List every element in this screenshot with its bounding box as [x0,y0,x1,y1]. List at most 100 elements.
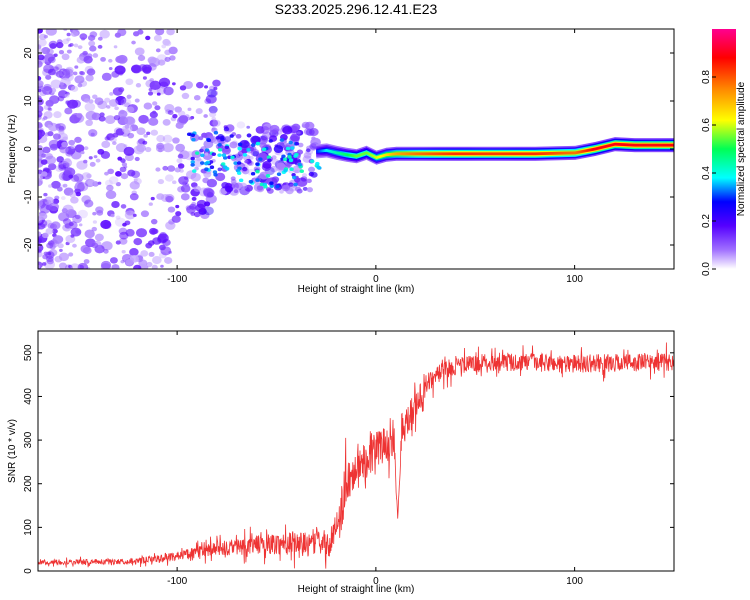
colorbar: 0.0 0.2 0.4 0.6 0.8 Normalized spectral ampl… [701,29,747,276]
noise-blob [126,94,132,99]
ridge-cell [551,151,553,155]
noise-blob [81,195,91,204]
noise-blob [127,132,135,139]
noise-blob [82,50,88,56]
noise-blob [100,151,111,159]
noise-blob [308,166,316,173]
noise-blob [68,252,74,257]
noise-blob [157,178,165,185]
ridge-cell [360,153,363,156]
noise-blob [75,229,80,234]
ridge-cell [449,152,451,156]
ridge-cell [544,152,547,155]
noise-blob [59,248,63,252]
noise-blob [271,176,280,183]
ridge-cell [354,154,356,158]
ridge-cell [652,143,654,147]
ridge-cell [351,154,353,157]
noise-blob [175,204,180,209]
noise-blob [209,119,219,127]
ridge-cell [657,143,659,147]
noise-blob [209,111,217,118]
ridge-cell [523,152,526,156]
noise-blob [143,133,148,138]
noise-blob [64,223,70,229]
noise-blob [104,97,111,103]
bright-blob [269,181,274,185]
noise-blob [74,75,85,84]
noise-blob [175,211,182,217]
ridge-cell [484,152,486,156]
noise-blob [294,186,302,192]
ridge-cell [594,147,596,151]
ridge-cell [356,154,359,158]
ridge-cell [494,152,496,156]
ridge-cell [560,151,562,155]
noise-blob [87,179,96,186]
noise-blob [98,115,106,122]
snr-x-tick-label: 100 [566,576,583,587]
ridge-cell [370,153,373,157]
spectrogram-y-tick-label: -20 [23,237,34,252]
noise-blob [50,221,61,230]
noise-blob [43,196,55,206]
noise-blob [66,32,71,37]
bright-blob [237,146,242,151]
noise-blob [133,264,142,269]
noise-blob [43,260,55,269]
ridge-cell [665,143,667,147]
noise-blob [244,159,249,164]
bright-blob [217,143,222,147]
noise-blob [135,83,142,88]
ridge-cell [563,151,565,155]
ridge-cell [396,152,398,156]
noise-blob [48,184,53,188]
ridge-cell [549,152,551,155]
noise-blob [142,140,148,145]
ridge-cell [651,143,653,147]
noise-blob [131,40,136,45]
noise-blob [129,248,139,257]
noise-blob [157,148,163,153]
ridge-cell [397,152,399,156]
ridge-cell [441,152,443,156]
noise-blob [65,209,77,219]
ridge-cell [588,148,590,152]
ridge-cell [571,151,573,155]
ridge-cell [430,152,432,156]
noise-blob [61,158,73,168]
ridge-cell [390,152,392,156]
noise-blob [52,235,64,244]
noise-blob [246,160,253,166]
ridge-cell [478,152,480,156]
noise-blob [121,124,133,134]
noise-blob [108,99,119,107]
noise-blob [152,256,162,265]
ridge-cell [656,143,658,147]
noise-blob [47,107,53,112]
noise-blob [239,139,250,149]
noise-blob [213,86,218,91]
noise-blob [236,121,246,129]
ridge-cell [505,152,507,156]
noise-blob [241,148,248,154]
bright-blob [236,171,242,175]
noise-blob [195,108,203,115]
noise-blob [95,206,104,214]
ridge-cell [632,143,634,147]
noise-blob [38,173,43,182]
noise-blob [56,186,63,192]
noise-blob [241,168,250,175]
ridge-cell [529,152,532,156]
bright-blob [291,173,296,177]
ridge-cell [649,143,651,147]
ridge-cell [640,143,642,147]
ridge-cell [428,152,430,156]
noise-blob [51,228,58,234]
noise-blob [113,45,118,49]
noise-blob [143,102,153,110]
noise-blob [150,196,155,201]
noise-blob [93,155,98,159]
ridge-cell [371,154,374,158]
ridge-cell [331,150,333,154]
